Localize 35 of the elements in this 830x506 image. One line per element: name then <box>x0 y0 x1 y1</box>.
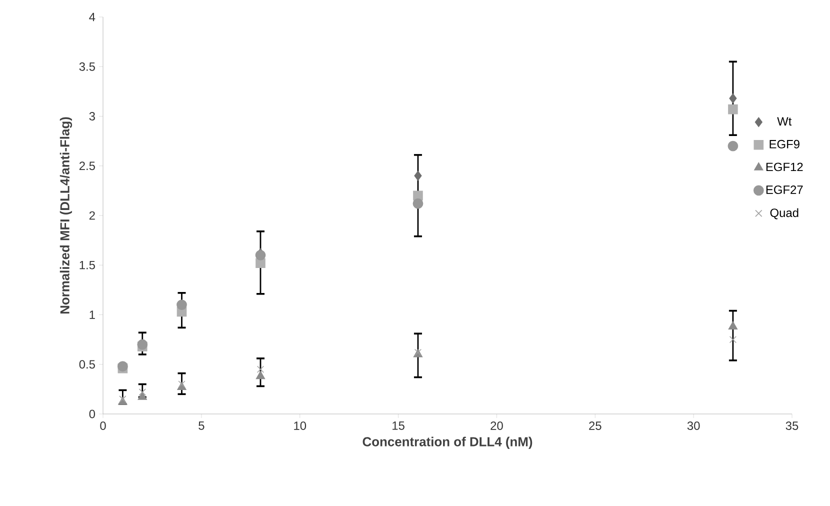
legend-label: EGF27 <box>766 186 803 194</box>
x-axis-title: Concentration of DLL4 (nM) <box>362 436 532 449</box>
x-tick-label: 10 <box>294 422 306 430</box>
x-tick-label: 15 <box>392 422 404 430</box>
point <box>256 371 266 380</box>
y-tick-label: 3.5 <box>79 62 95 71</box>
y-tick-label: 4 <box>89 12 96 22</box>
x-tick-label: 0 <box>100 422 106 430</box>
y-tick-label: 2.5 <box>79 162 95 170</box>
y-tick-label: 1 <box>90 310 95 319</box>
point <box>137 339 148 350</box>
point <box>729 336 737 344</box>
y-tick-label: 3 <box>89 112 95 120</box>
y-tick-label: 0.5 <box>79 360 95 369</box>
x-tick-label: 30 <box>687 422 700 430</box>
y-tick-label: 1.5 <box>80 260 95 270</box>
legend-label: EGF9 <box>770 140 800 148</box>
x-tick-label: 5 <box>198 422 204 430</box>
point <box>176 300 187 310</box>
legend-label: Wt <box>777 117 792 126</box>
y-axis-title: Normalized MFI (DLL4/anti-Flag) <box>60 117 72 314</box>
point <box>728 104 738 114</box>
point <box>414 170 422 181</box>
x-tick-label: 20 <box>490 422 503 430</box>
point <box>728 140 738 152</box>
x-tick-label: 25 <box>589 422 602 430</box>
y-tick-label: 2 <box>89 211 95 220</box>
point <box>412 198 424 209</box>
point <box>256 366 264 373</box>
y-tick-label: 0 <box>89 410 96 418</box>
point <box>729 93 737 104</box>
legend-label: EGF12 <box>766 162 803 172</box>
point <box>728 321 738 330</box>
legend-label: Quad <box>770 208 798 220</box>
x-tick-label: 35 <box>786 422 798 430</box>
